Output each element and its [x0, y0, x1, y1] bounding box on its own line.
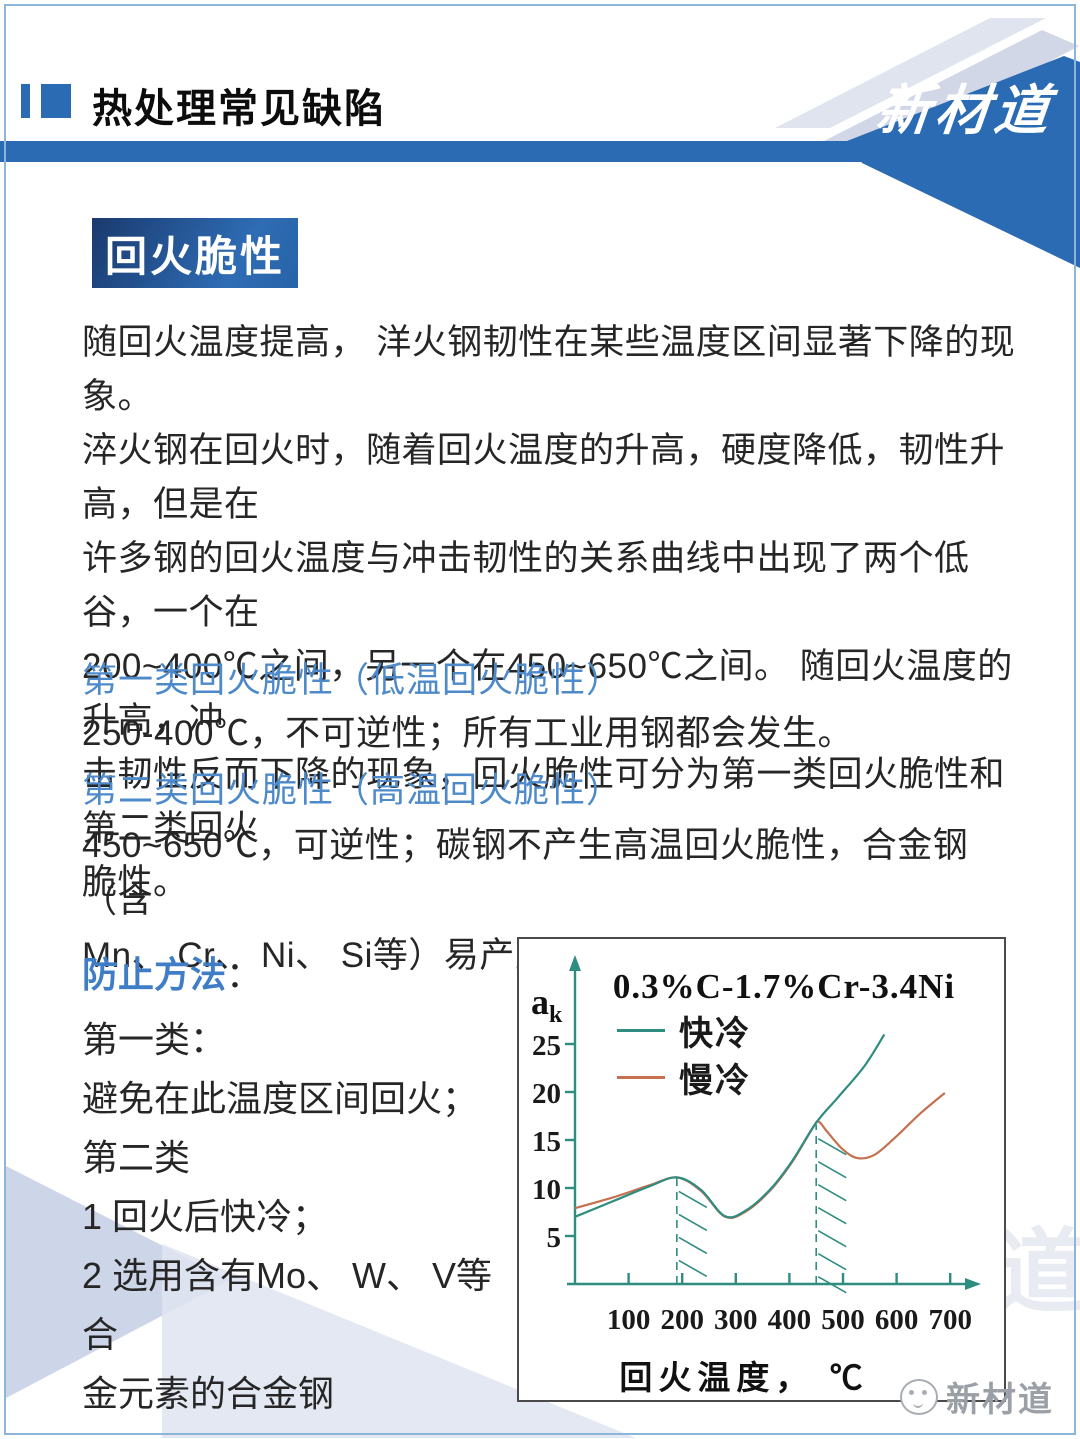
header-accent-bar — [21, 84, 30, 118]
y-tick-label: 15 — [532, 1126, 561, 1158]
footer-watermark: 新材道 — [900, 1372, 1054, 1421]
y-axis-arrow — [569, 955, 581, 971]
prevention-list: 第一类： 避免在此温度区间回火； 第二类 1 回火后快冷； 2 选用含有Mo、 … — [82, 1019, 493, 1414]
hatch-stroke — [678, 1213, 708, 1232]
x-tick-label: 100 — [607, 1304, 651, 1336]
y-tick-label: 10 — [532, 1174, 561, 1206]
deco-slash-dark — [822, 30, 1079, 150]
x-tick-label: 400 — [768, 1304, 812, 1336]
x-tick-label: 700 — [928, 1304, 972, 1336]
x-axis-arrow — [965, 1278, 981, 1290]
section-body-1: 250-400℃，不可逆性；所有工业用钢都会发生。 — [82, 714, 853, 753]
hatch-stroke — [817, 1160, 847, 1179]
hatch-stroke — [817, 1137, 847, 1156]
chart-panel: 5 10 15 20 25 100 200 300 400 500 600 700 0.3%C-1.7… — [517, 937, 1006, 1402]
chart-plot-area: 5 10 15 20 25 100 200 300 400 500 600 700 — [532, 955, 981, 1336]
legend-item: 快冷 — [617, 1007, 751, 1054]
prevention-heading-colon: ： — [226, 954, 263, 995]
x-tick-label: 600 — [875, 1304, 919, 1336]
header-band — [0, 141, 868, 162]
legend-swatch — [617, 1029, 665, 1032]
watermark-text: 新材道 — [946, 1381, 1054, 1419]
chart-x-axis-label: 回火温度， ℃ — [619, 1359, 869, 1396]
hatch-stroke — [678, 1259, 708, 1278]
prevention-heading: 防止方法： — [82, 946, 262, 998]
hatch-stroke — [678, 1236, 708, 1255]
prevention-heading-label: 防止方法 — [82, 954, 227, 995]
x-tick-label: 500 — [821, 1304, 865, 1336]
intro-paragraph: 随回火温度提高， 洋火钢韧性在某些温度区间显著下降的现象。 淬火钢在回火时，随着… — [82, 323, 1016, 902]
legend-label: 慢冷 — [679, 1062, 751, 1100]
deco-slash-light — [775, 18, 1046, 128]
legend-label: 快冷 — [679, 1015, 751, 1053]
x-tick-label: 300 — [714, 1304, 758, 1336]
legend-swatch — [617, 1076, 665, 1079]
brand-ribbon-decoration — [0, 18, 1080, 268]
x-tick-label: 200 — [660, 1304, 704, 1336]
y-tick-label: 25 — [532, 1030, 561, 1062]
brand-logo-text: 新材道 — [873, 81, 1057, 141]
watermark-logo-icon — [900, 1378, 938, 1415]
chart-y-axis-label: ak — [531, 981, 562, 1029]
header-accent-square — [41, 84, 71, 118]
chart-title: 0.3%C-1.7%Cr-3.4Ni — [612, 967, 956, 1006]
ylabel-main: a — [531, 982, 549, 1022]
hatch-stroke — [817, 1229, 847, 1248]
chart-legend: 快冷 慢冷 — [617, 1007, 751, 1101]
section-heading-2: 第二类回火脆性（高温回火脆性） — [82, 771, 623, 810]
y-tick-label: 20 — [532, 1078, 561, 1110]
y-tick-label: 5 — [547, 1222, 562, 1254]
hatch-stroke — [678, 1190, 708, 1209]
legend-item: 慢冷 — [617, 1054, 751, 1101]
series-line-0 — [574, 1033, 886, 1219]
ylabel-sub: k — [549, 1002, 563, 1029]
page-title: 热处理常见缺陷 — [92, 87, 386, 131]
hatch-stroke — [817, 1183, 847, 1202]
hatch-stroke — [817, 1252, 847, 1271]
section-heading-1: 第一类回火脆性（低温回火脆性） — [82, 661, 623, 700]
brand-triangle — [847, 56, 1080, 268]
topic-badge: 回火脆性 — [92, 218, 298, 288]
hatch-stroke — [817, 1206, 847, 1225]
ghost-watermark: 道 — [995, 1222, 1080, 1324]
deco-triangle-dark — [6, 1166, 230, 1398]
